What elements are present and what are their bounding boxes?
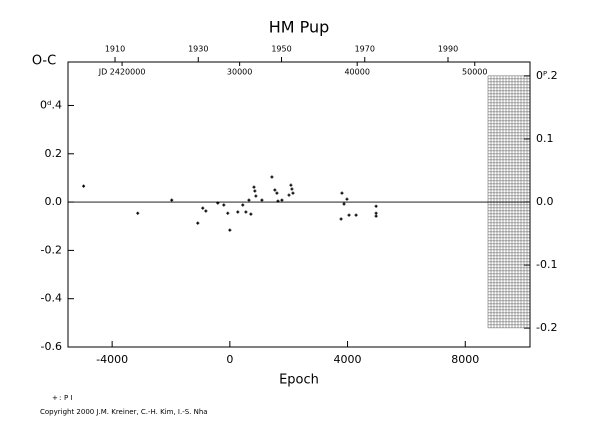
data-point — [254, 194, 258, 198]
x-tick-label: 0 — [226, 353, 233, 366]
top-year-label: 1950 — [271, 45, 291, 54]
top-year-label: 1910 — [105, 45, 125, 54]
legend-label: P I — [64, 394, 73, 402]
data-point — [136, 211, 140, 215]
y-tick-label: 0ᵈ.4 — [40, 98, 62, 111]
top-jd-label: 40000 — [344, 68, 369, 77]
data-point — [196, 221, 200, 225]
y2-tick-label: -0.2 — [536, 321, 557, 334]
data-point — [287, 193, 291, 197]
data-point — [339, 217, 343, 221]
data-point — [244, 210, 248, 214]
data-point — [342, 202, 346, 206]
data-point — [82, 184, 86, 188]
data-point — [354, 213, 358, 217]
data-point — [275, 191, 279, 195]
data-point — [222, 203, 226, 207]
data-point — [374, 214, 378, 218]
data-point — [253, 189, 257, 193]
chart-title: HM Pup — [269, 18, 330, 37]
data-point — [276, 199, 280, 203]
x-tick-label: 8000 — [451, 353, 479, 366]
y2-tick-label: 0.1 — [536, 132, 554, 145]
data-point — [289, 183, 293, 187]
top-year-label: 1990 — [438, 45, 458, 54]
top-jd-label: JD 2420000 — [98, 68, 146, 77]
y-tick-label: -0.6 — [41, 340, 62, 353]
data-point — [201, 206, 205, 210]
y-tick-label: 0.0 — [45, 195, 63, 208]
top-jd-label: 30000 — [227, 68, 252, 77]
data-point — [260, 198, 264, 202]
y-tick-label: -0.2 — [41, 243, 62, 256]
data-point — [374, 204, 378, 208]
x-axis-label: Epoch — [279, 373, 319, 388]
legend-symbol: + — [52, 394, 58, 402]
data-point — [204, 209, 208, 213]
data-point — [270, 175, 274, 179]
data-point — [236, 210, 240, 214]
data-point — [347, 213, 351, 217]
x-tick-label: -4000 — [96, 353, 128, 366]
top-jd-label: 50000 — [462, 68, 487, 77]
data-point — [226, 211, 230, 215]
data-point — [273, 188, 277, 192]
y-tick-label: -0.4 — [41, 292, 62, 305]
data-point — [216, 201, 220, 205]
data-point — [345, 197, 349, 201]
y2-tick-label: 0.0 — [536, 195, 554, 208]
data-point — [241, 203, 245, 207]
data-point — [291, 191, 295, 195]
data-point — [290, 187, 294, 191]
y2-tick-label: -0.1 — [536, 258, 557, 271]
legend-separator: : — [59, 394, 61, 402]
y-axis-label: O-C — [32, 54, 56, 69]
footer: Copyright 2000 J.M. Kreiner, C.-H. Kim, … — [40, 408, 208, 416]
data-point — [170, 198, 174, 202]
top-year-label: 1930 — [188, 45, 208, 54]
data-point — [249, 212, 253, 216]
y-tick-label: 0.2 — [45, 147, 63, 160]
data-point — [280, 198, 284, 202]
plot-frame — [67, 61, 531, 348]
x-tick-label: 4000 — [334, 353, 362, 366]
top-year-label: 1970 — [355, 45, 375, 54]
data-point — [340, 191, 344, 195]
data-point — [228, 228, 232, 232]
data-point — [252, 185, 256, 189]
data-point — [247, 198, 251, 202]
data-point — [374, 211, 378, 215]
y2-tick-label: 0ᴾ.2 — [536, 69, 558, 82]
